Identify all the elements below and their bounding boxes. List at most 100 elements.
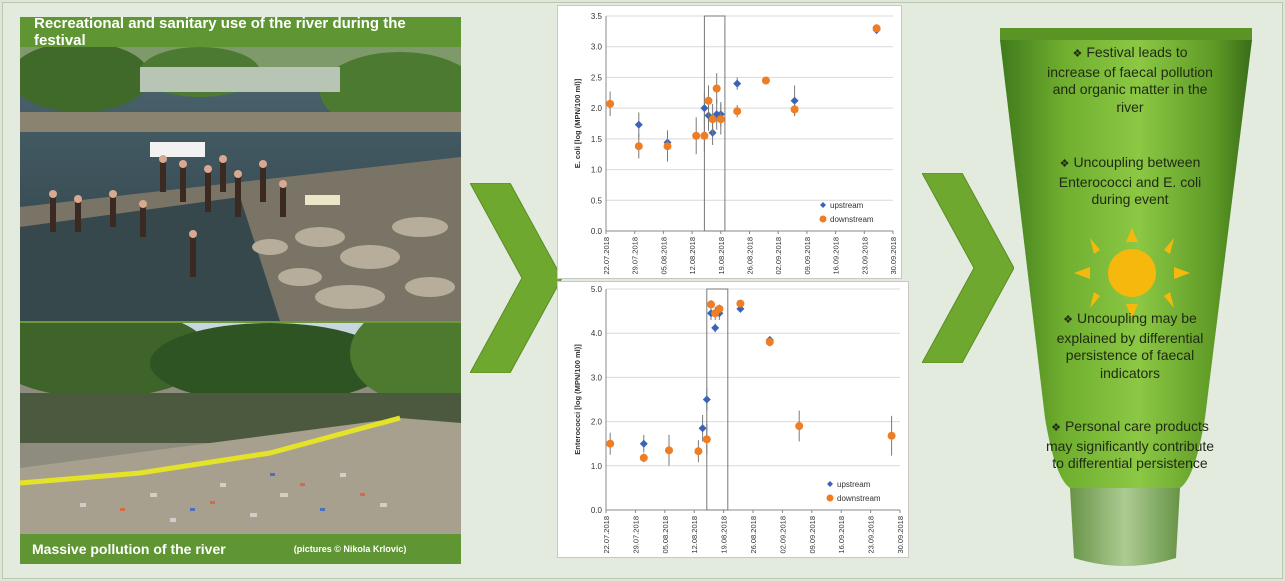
y-tick-label: 0.0	[591, 227, 603, 236]
conclusion-3-text: Uncoupling may be explained by different…	[1056, 310, 1204, 381]
bottom-caption-text: Massive pollution of the river	[32, 541, 226, 557]
downstream-point	[692, 131, 701, 140]
conclusion-2: ❖ Uncoupling between Enterococci and E. c…	[1045, 154, 1215, 209]
upstream-point	[702, 395, 711, 404]
x-tick-label: 23.09.2018	[860, 237, 869, 275]
downstream-point	[663, 142, 672, 151]
x-tick-label: 09.09.2018	[803, 237, 812, 275]
y-tick-label: 1.5	[591, 135, 603, 144]
downstream-point	[887, 431, 896, 440]
downstream-point	[872, 24, 881, 33]
conclusion-4: ❖ Personal care products may significantl…	[1045, 418, 1215, 473]
festival-photo	[20, 47, 461, 321]
top-caption: Recreational and sanitary use of the riv…	[20, 15, 461, 49]
y-tick-label: 1.0	[591, 166, 603, 175]
y-tick-label: 5.0	[591, 285, 603, 294]
downstream-point	[700, 131, 709, 140]
x-tick-label: 29.07.2018	[631, 237, 640, 275]
y-tick-label: 3.5	[591, 12, 603, 21]
upstream-point	[698, 424, 707, 433]
upstream-point	[733, 79, 742, 88]
downstream-point	[733, 107, 742, 116]
bottom-caption: Massive pollution of the river (pictures…	[20, 534, 461, 564]
x-tick-label: 02.09.2018	[778, 516, 787, 554]
diamond-bullet-icon: ❖	[1072, 48, 1083, 60]
downstream-point	[716, 115, 725, 124]
upstream-point	[639, 439, 648, 448]
y-tick-label: 1.0	[591, 462, 603, 471]
diamond-bullet-icon: ❖	[1063, 314, 1073, 326]
legend-downstream-label: downstream	[837, 494, 881, 503]
y-tick-label: 2.0	[591, 418, 603, 427]
legend-upstream-label: upstream	[830, 201, 864, 210]
legend-downstream-label: downstream	[830, 215, 874, 224]
conclusion-4-text: Personal care products may significantly…	[1045, 418, 1215, 471]
x-tick-label: 12.08.2018	[690, 516, 699, 554]
conclusion-1: ❖ Festival leads to increase of faecal po…	[1045, 44, 1215, 116]
upstream-point	[790, 96, 799, 105]
x-tick-label: 22.07.2018	[602, 516, 611, 554]
downstream-point	[736, 299, 745, 308]
downstream-point	[639, 453, 648, 462]
x-tick-label: 09.09.2018	[808, 516, 817, 554]
y-tick-label: 3.0	[591, 373, 603, 382]
downstream-point	[795, 422, 804, 431]
enterococci-chart-svg: 0.0 1.0 2.0 3.0 4.0 5.0 22.07.2018 29.07.2018 05…	[573, 285, 905, 554]
downstream-point	[702, 435, 711, 444]
x-tick-label: 29.07.2018	[631, 516, 640, 554]
sun-icon	[1074, 228, 1190, 318]
upstream-point	[700, 104, 709, 113]
y-tick-label: 2.5	[591, 73, 603, 82]
x-tick-label: 19.08.2018	[717, 237, 726, 275]
x-tick-label: 16.09.2018	[832, 237, 841, 275]
upstream-point	[711, 323, 720, 332]
downstream-point	[694, 447, 703, 456]
enterococci-chart: 0.0 1.0 2.0 3.0 4.0 5.0 22.07.2018 29.07.2018 05…	[557, 281, 909, 558]
y-tick-label: 3.0	[591, 43, 603, 52]
legend-downstream-marker	[819, 215, 827, 223]
x-tick-label: 02.09.2018	[774, 237, 783, 275]
x-tick-label: 05.08.2018	[661, 516, 670, 554]
legend-downstream-marker	[826, 494, 834, 502]
x-tick-label: 26.08.2018	[749, 516, 758, 554]
downstream-point	[708, 115, 717, 124]
downstream-point	[665, 446, 673, 455]
downstream-point	[761, 76, 770, 85]
x-tick-label: 22.07.2018	[602, 237, 611, 275]
photo-credit: (pictures © Nikola Krlovic)	[293, 544, 407, 554]
legend-upstream-marker	[827, 481, 833, 487]
x-tick-label: 05.08.2018	[659, 237, 668, 275]
diamond-bullet-icon: ❖	[1051, 422, 1061, 434]
downstream-point	[704, 96, 713, 105]
downstream-point	[790, 105, 799, 114]
y-tick-label: 2.0	[591, 104, 603, 113]
conclusion-1-text: Festival leads to increase of faecal pol…	[1047, 44, 1213, 115]
downstream-point	[765, 338, 774, 347]
ecoli-chart: 0.0 0.5 1.0 1.5 2.0 2.5 3.0 3.5 22.07.2018 29.07.…	[557, 5, 902, 279]
downstream-point	[634, 142, 643, 151]
upstream-point	[634, 120, 643, 129]
arrow-right-icon	[470, 183, 562, 373]
legend-upstream-label: upstream	[837, 480, 871, 489]
conclusion-3: ❖ Uncoupling may be explained by differen…	[1045, 310, 1215, 382]
x-tick-label: 12.08.2018	[688, 237, 697, 275]
x-tick-label: 23.09.2018	[867, 516, 876, 554]
photo-panel: Recreational and sanitary use of the riv…	[20, 15, 461, 564]
downstream-point	[707, 300, 715, 309]
diamond-bullet-icon: ❖	[1059, 158, 1070, 170]
ecoli-chart-svg: 0.0 0.5 1.0 1.5 2.0 2.5 3.0 3.5 22.07.2018 29.07.…	[573, 12, 898, 275]
y-tick-label: 4.0	[591, 329, 603, 338]
x-tick-label: 16.09.2018	[837, 516, 846, 554]
downstream-point	[606, 439, 615, 448]
downstream-point	[712, 84, 721, 93]
y-tick-label: 0.0	[591, 506, 603, 515]
pollution-photo	[20, 323, 461, 534]
y-tick-label: 0.5	[591, 196, 603, 205]
conclusion-2-text: Uncoupling between Enterococci and E. co…	[1058, 154, 1202, 207]
x-tick-label: 19.08.2018	[720, 516, 729, 554]
downstream-point	[715, 304, 724, 313]
y-axis-label: Enterococci [log (MPN/100 ml)]	[573, 344, 582, 455]
legend-upstream-marker	[820, 202, 826, 208]
arrow-right-icon	[922, 173, 1014, 363]
x-tick-label: 26.08.2018	[746, 237, 755, 275]
